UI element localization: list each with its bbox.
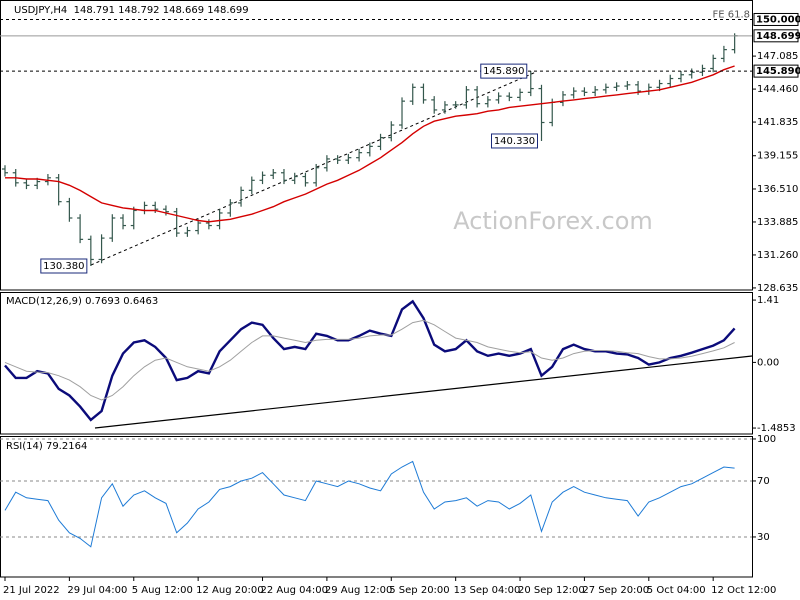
y-tick-label: 144.460 [757, 84, 798, 95]
x-tick-label: 5 Aug 12:00 [132, 585, 193, 596]
x-tick-label: 5 Sep 20:00 [389, 585, 449, 596]
level-label: 148.699 [756, 31, 800, 42]
indicator-line [4, 299, 736, 422]
y-tick-label: 139.155 [757, 151, 798, 162]
annotation-label: 130.380 [43, 261, 84, 272]
indicator-line [4, 460, 735, 548]
y-tick-label: 147.085 [757, 51, 798, 62]
x-tick-label: 29 Aug 12:00 [325, 585, 392, 596]
x-tick-label: 22 Aug 04:00 [261, 585, 328, 596]
macd-trend-line [94, 355, 753, 429]
x-tick-label: 29 Jul 04:00 [67, 585, 127, 596]
y-tick-label: 0.00 [757, 357, 779, 368]
trend-line [90, 71, 537, 266]
indicator-line [4, 319, 735, 401]
macd-title: MACD(12,26,9) 0.7693 0.6463 [6, 296, 158, 307]
level-label: 150.000 [756, 14, 800, 25]
x-tick-label: 21 Jul 2022 [3, 585, 60, 596]
x-tick-label: 20 Sep 12:00 [518, 585, 585, 596]
y-tick-label: 70 [757, 476, 770, 487]
x-tick-label: 27 Sep 20:00 [582, 585, 649, 596]
x-tick-label: 5 Oct 04:00 [647, 585, 706, 596]
y-tick-label: 133.885 [757, 217, 798, 228]
annotation-box [491, 133, 538, 149]
y-tick-label: 131.260 [757, 250, 798, 261]
price-title: USDJPY,H4 148.791 148.792 148.669 148.69… [14, 5, 249, 16]
level-note: FE 61.8 [712, 9, 750, 20]
annotation-label: 145.890 [483, 66, 524, 77]
moving-average [5, 65, 735, 223]
x-tick-label: 12 Aug 20:00 [196, 585, 263, 596]
rsi-title: RSI(14) 79.2164 [6, 441, 87, 452]
annotation-box [40, 258, 88, 274]
x-tick-label: 13 Sep 04:00 [454, 585, 521, 596]
rsi-frame [0, 436, 753, 578]
level-label: 145.890 [756, 66, 800, 77]
y-tick-label: 136.510 [757, 184, 798, 195]
annotation-box [480, 63, 528, 79]
level-label-box [753, 12, 799, 26]
price-frame [0, 0, 753, 291]
level-label-box [753, 29, 799, 43]
y-tick-label: 1.41 [757, 295, 779, 306]
x-tick-label: 12 Oct 12:00 [711, 585, 776, 596]
y-tick-label: 141.835 [757, 117, 798, 128]
panel-frames [0, 0, 753, 578]
annotation-label: 140.330 [494, 136, 535, 147]
macd-frame [0, 292, 753, 435]
y-tick-label: 128.635 [757, 283, 798, 294]
y-tick-label: 30 [757, 532, 770, 543]
level-label-box [753, 64, 799, 78]
watermark: ActionForex.com [453, 207, 653, 235]
y-tick-label: 100 [757, 434, 776, 445]
y-tick-label: -1.4853 [757, 423, 796, 434]
